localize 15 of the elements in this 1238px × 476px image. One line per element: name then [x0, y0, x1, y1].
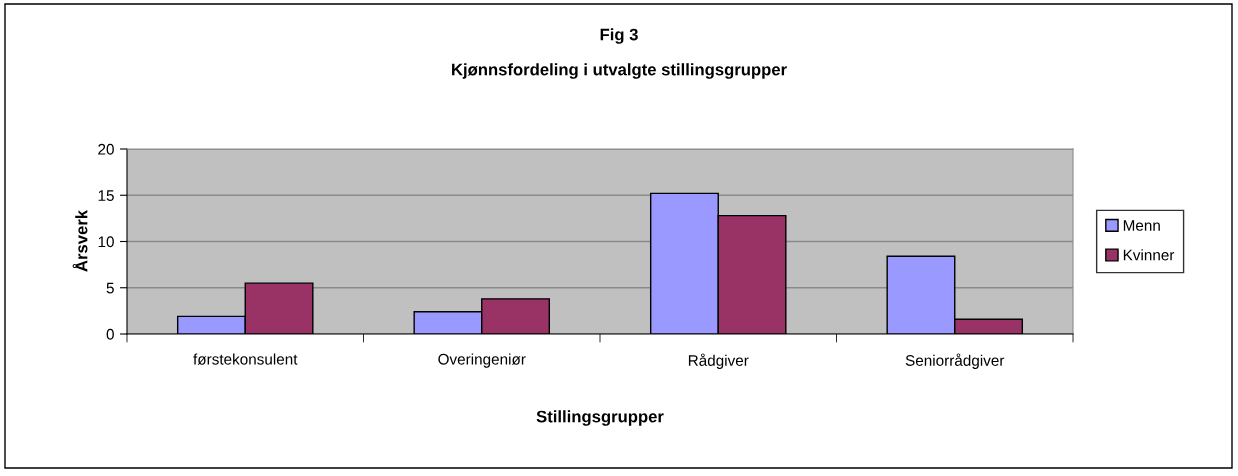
legend-label: Kvinner [1123, 249, 1175, 261]
y-tick-label: 5 [106, 282, 114, 294]
x-tick-label: førstekonsulent [193, 353, 298, 365]
y-tick-label: 0 [106, 328, 114, 340]
x-tick-label: Rådgiver [688, 353, 749, 369]
chart-subtitle: Kjønnsfordeling i utvalgte stillingsgrupper [452, 63, 787, 79]
chart-title: Fig 3 [600, 28, 638, 44]
y-axis-title: Årsverk [72, 209, 88, 272]
legend-label: Menn [1123, 220, 1160, 231]
x-axis-title: Stillingsgrupper [536, 410, 664, 426]
x-tick-label: Overingeniør [438, 353, 526, 368]
x-tick-label: Seniorrådgiver [905, 353, 1005, 369]
y-tick-label: 20 [98, 143, 114, 155]
y-tick-label: 10 [98, 236, 114, 248]
y-tick-label: 15 [98, 190, 114, 201]
